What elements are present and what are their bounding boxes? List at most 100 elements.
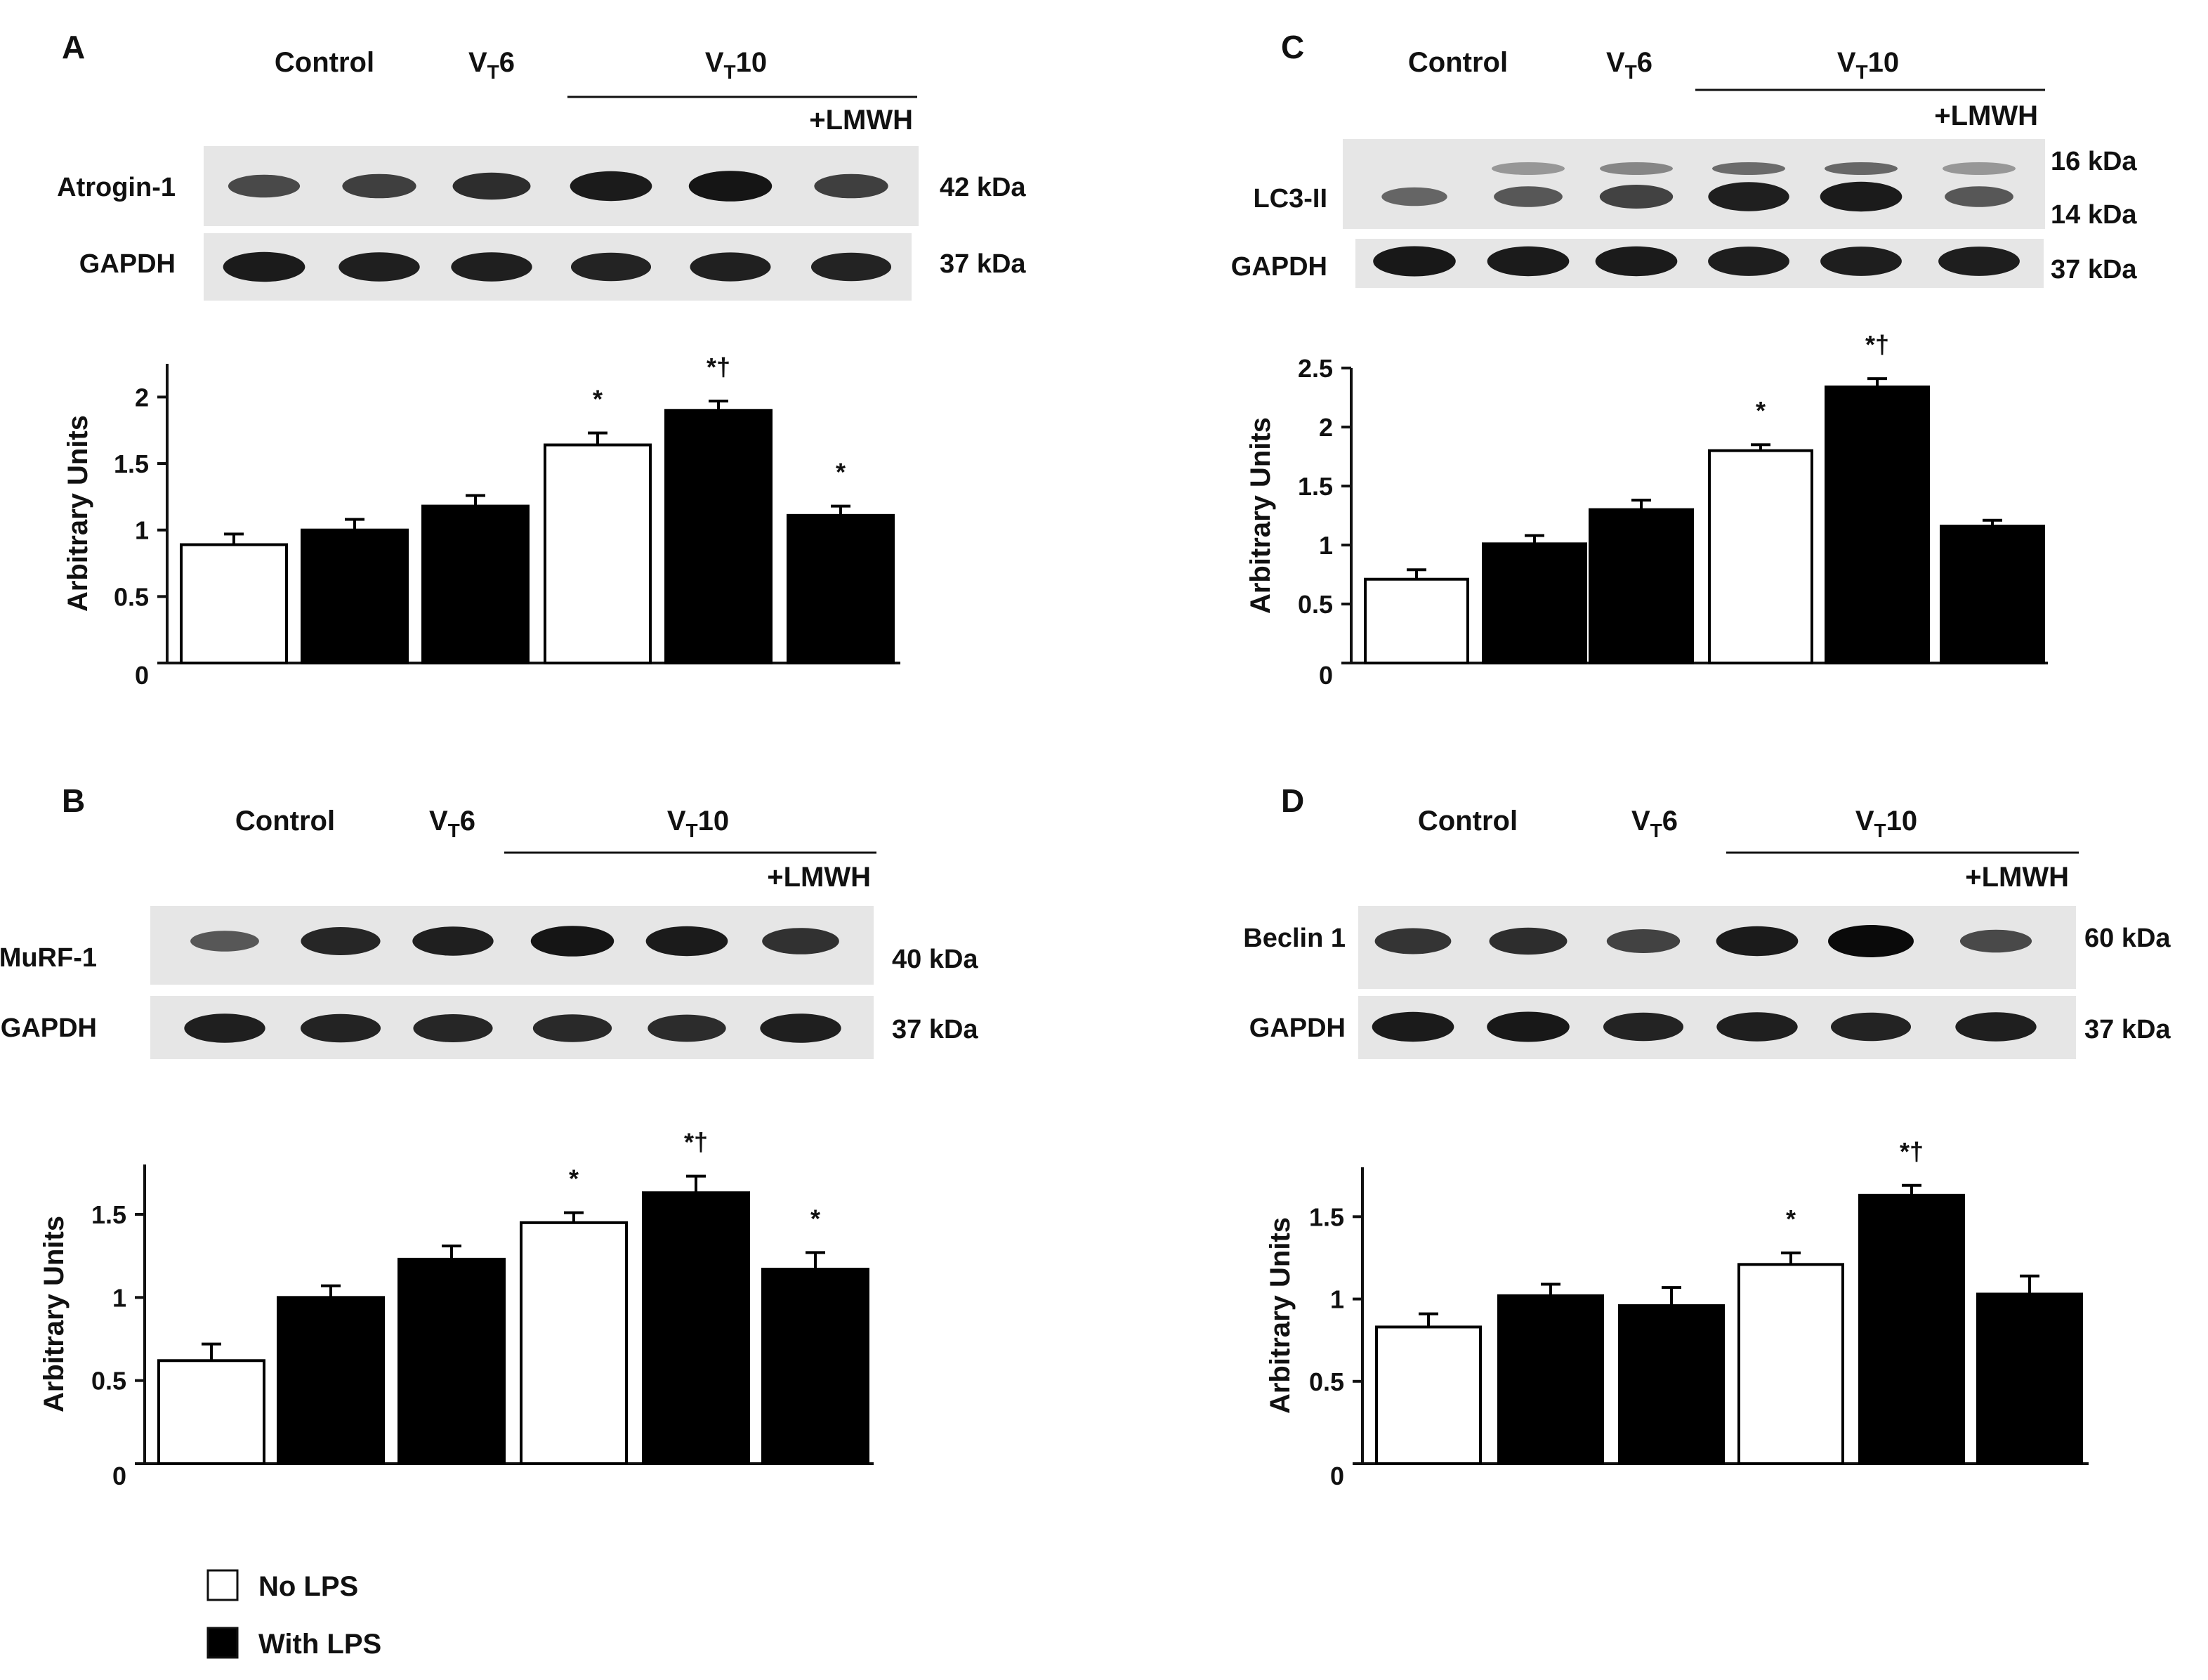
blot-band — [452, 172, 531, 200]
significance-marker: *† — [1900, 1137, 1924, 1166]
y-tick-label: 0 — [112, 1462, 126, 1490]
blot-band-upper — [1600, 162, 1673, 175]
blot-band — [1820, 181, 1903, 212]
blot-band — [1606, 929, 1681, 953]
bar — [1825, 385, 1930, 664]
y-tick-label: 1 — [135, 516, 149, 545]
bar — [544, 443, 652, 664]
bar — [1482, 542, 1587, 664]
y-tick-label: 1.5 — [114, 449, 149, 478]
blot-band — [690, 252, 771, 282]
kda-label: 42 kDa — [940, 173, 1026, 202]
lane-header-vt6: VT6 — [1631, 806, 1678, 841]
blot-label: Atrogin-1 — [57, 173, 176, 202]
y-tick-label: 1.5 — [91, 1200, 126, 1229]
panel-d-bar-chart: 0 0.5 1 1.5 Arbitrary Units * *† — [1265, 1137, 2089, 1490]
panel-letter-d: D — [1281, 782, 1304, 819]
blot-band — [339, 252, 420, 282]
significance-marker: *† — [707, 353, 730, 381]
legend: No LPS With LPS — [206, 1569, 381, 1660]
y-tick-label: 0.5 — [114, 582, 149, 611]
y-axis-label: Arbitrary Units — [1245, 417, 1276, 614]
blot-band — [532, 1014, 612, 1042]
blot-strip — [204, 233, 912, 301]
blot-band — [810, 252, 892, 282]
bar — [1708, 449, 1813, 664]
kda-label: 37 kDa — [940, 249, 1026, 279]
blot-band — [223, 251, 305, 282]
blot-band — [342, 173, 416, 199]
blot-band — [451, 252, 532, 282]
panel-letter-b: B — [62, 782, 85, 819]
blot-strip — [1358, 906, 2076, 989]
panel-c-lane-header: Control VT6 VT10 +LMWH — [1408, 47, 2045, 131]
significance-marker: * — [1756, 396, 1766, 425]
blot-band — [762, 928, 839, 954]
blot-label: GAPDH — [1, 1013, 97, 1043]
kda-label: 14 kDa — [2051, 200, 2137, 230]
lane-header-vt6: VT6 — [429, 806, 475, 841]
bar — [1737, 1263, 1844, 1466]
panel-b-lane-header: Control VT6 VT10 +LMWH — [235, 806, 876, 893]
blot-band — [645, 926, 728, 957]
significance-marker: * — [836, 458, 846, 487]
y-axis-label: Arbitrary Units — [39, 1216, 70, 1412]
blot-band — [688, 171, 773, 202]
bar — [520, 1221, 628, 1466]
bar — [1589, 508, 1694, 664]
significance-marker: * — [593, 384, 603, 413]
blot-band — [1708, 247, 1789, 276]
blot-band — [1487, 1011, 1570, 1042]
y-tick-label: 2 — [135, 383, 149, 412]
y-tick-label: 0.5 — [1309, 1367, 1344, 1396]
significance-marker: *† — [1865, 330, 1889, 359]
blot-band — [412, 926, 494, 956]
blot-band — [190, 931, 259, 952]
lane-header-lmwh: +LMWH — [1965, 862, 2069, 893]
bar — [761, 1268, 869, 1465]
blot-strip — [1343, 139, 2045, 229]
lane-header-lmwh: +LMWH — [767, 862, 871, 893]
blot-band — [814, 173, 888, 199]
legend-swatch-with-lps — [206, 1627, 239, 1659]
blot-strip — [150, 996, 874, 1059]
lane-header-control: Control — [1418, 806, 1518, 836]
legend-label-with-lps: With LPS — [258, 1629, 381, 1660]
y-axis-label: Arbitrary Units — [63, 415, 93, 612]
blot-band — [300, 1013, 381, 1043]
panel-letter-a: A — [62, 29, 85, 65]
blot-band — [1373, 246, 1456, 277]
legend-swatch-no-lps — [206, 1569, 239, 1601]
bar — [397, 1257, 506, 1466]
blot-band — [1381, 187, 1447, 206]
bar — [277, 1296, 385, 1466]
y-tick-label: 2 — [1319, 413, 1333, 442]
blot-band — [1599, 185, 1674, 209]
panel-b-bar-chart: 0 0.5 1 1.5 Arbitrary Units * *† * — [39, 1128, 874, 1490]
significance-marker: * — [1786, 1205, 1796, 1233]
bar — [421, 504, 530, 664]
y-tick-label: 0 — [135, 661, 149, 690]
blot-label: GAPDH — [1249, 1013, 1346, 1043]
kda-label: 37 kDa — [2051, 255, 2137, 284]
blot-band — [413, 1014, 493, 1042]
significance-marker: *† — [684, 1128, 708, 1157]
y-axis-label: Arbitrary Units — [1265, 1217, 1296, 1414]
blot-band-upper — [1492, 162, 1565, 175]
lane-header-vt6: VT6 — [468, 47, 515, 83]
lane-header-vt10: VT10 — [1837, 47, 1899, 83]
blot-band — [1830, 1012, 1912, 1042]
panel-a-blots: Atrogin-1 42 kDa GAPDH 37 kDa — [57, 146, 1026, 301]
y-tick-label: 1 — [112, 1283, 126, 1312]
blot-band — [1955, 1012, 2037, 1042]
bar — [787, 513, 895, 665]
bar — [1364, 577, 1469, 664]
panel-letter-c: C — [1281, 29, 1304, 65]
blot-band — [228, 174, 301, 198]
lane-header-vt10: VT10 — [1855, 806, 1917, 841]
blot-band-upper — [1943, 162, 2016, 175]
blot-band — [1489, 927, 1568, 955]
blot-label: Beclin 1 — [1243, 924, 1346, 953]
